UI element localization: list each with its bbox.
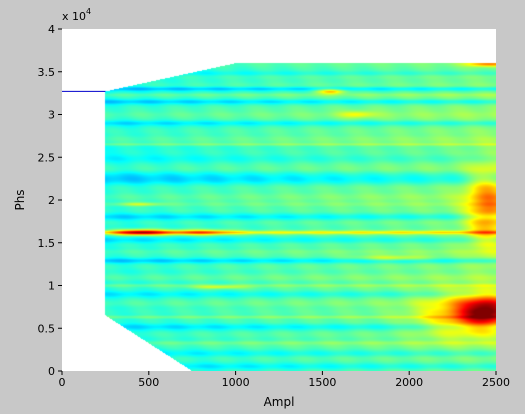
y-axis-label: Phs: [13, 189, 27, 210]
x-tick-label: 0: [59, 376, 66, 389]
y-tick-label: 2.5: [38, 151, 56, 164]
y-exponent-label: x 104: [62, 7, 91, 23]
y-tick-label: 2: [48, 194, 55, 207]
y-tick-label: 1: [48, 280, 55, 293]
x-tick-label: 500: [138, 376, 159, 389]
y-tick-label: 4: [48, 23, 55, 36]
y-tick-label: 0.5: [38, 322, 56, 335]
y-tick-label: 3: [48, 109, 55, 122]
x-tick-label: 2000: [395, 376, 423, 389]
heatmap-layer: [62, 29, 496, 371]
y-tick-label: 0: [48, 365, 55, 378]
y-tick-label: 1.5: [38, 237, 56, 250]
axis-ticks: 0 500 1000 1500 2000 2500 0 0.5 1 1.5 2 2.5 3 3.5 4: [38, 23, 511, 389]
x-tick-label: 1000: [222, 376, 250, 389]
y-tick-label: 3.5: [38, 66, 56, 79]
x-tick-label: 2500: [482, 376, 510, 389]
x-axis-label: Ampl: [264, 395, 295, 409]
heatmap-image: [62, 29, 496, 371]
x-tick-label: 1500: [308, 376, 336, 389]
